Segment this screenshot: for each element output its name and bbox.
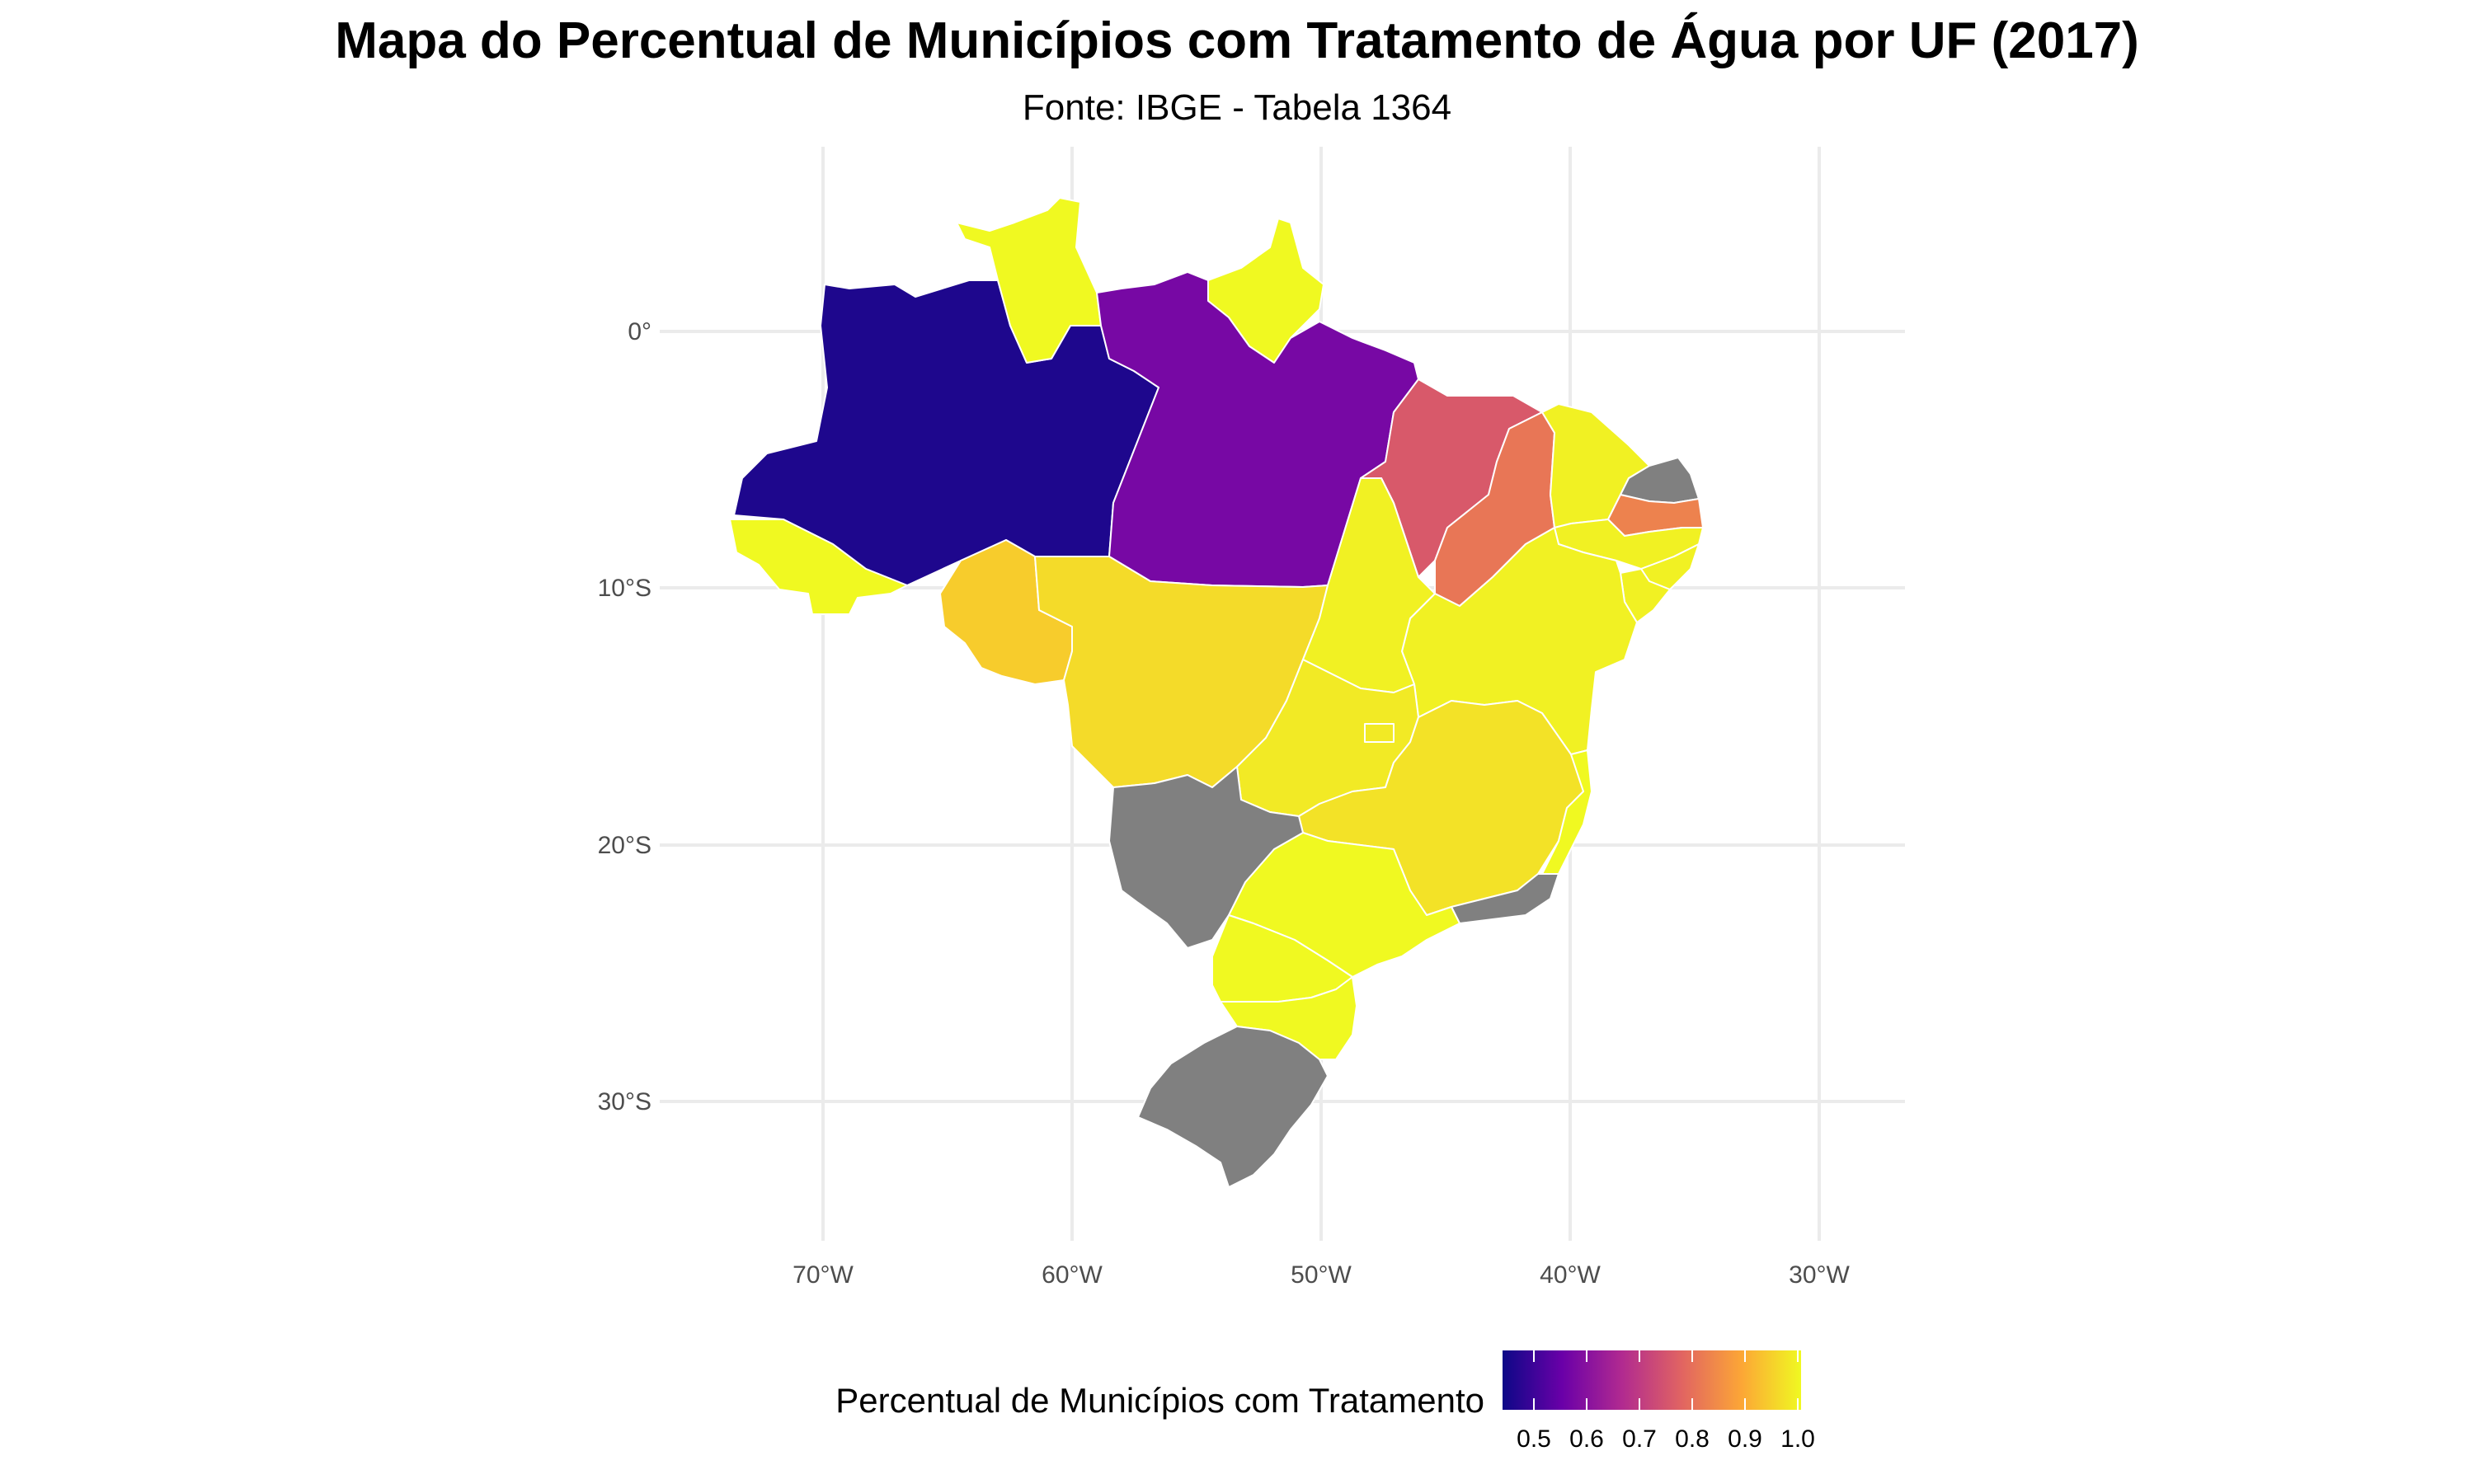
legend-tick-label: 0.8 [1675, 1425, 1710, 1453]
legend-title: Percentual de Municípios com Tratamento [835, 1381, 1484, 1420]
state-pa [1096, 271, 1419, 588]
states-layer [729, 197, 1704, 1188]
legend-tick-label: 0.9 [1728, 1425, 1762, 1453]
legend-ticks [1533, 1350, 1799, 1410]
lon-tick-label: 50°W [1291, 1261, 1352, 1289]
lon-tick-label: 30°W [1789, 1261, 1850, 1289]
state-to [1302, 477, 1436, 693]
legend-colorbar [1503, 1350, 1801, 1410]
state-ac [729, 519, 908, 615]
state-ms [1108, 766, 1304, 949]
legend: Percentual de Municípios com Tratamento … [835, 1350, 1815, 1453]
lat-tick-label: 20°S [598, 832, 651, 859]
legend-tick-label: 0.6 [1569, 1425, 1604, 1453]
state-rj [1451, 873, 1559, 924]
state-df [1364, 723, 1395, 743]
map-subtitle: Fonte: IBGE - Tabela 1364 [1023, 87, 1451, 128]
map-title: Mapa do Percentual de Municípios com Tra… [335, 12, 2139, 69]
lat-tick-label: 0° [628, 318, 651, 345]
legend-tick-label: 0.5 [1517, 1425, 1551, 1453]
legend-tick-label: 0.7 [1622, 1425, 1657, 1453]
lat-axis: 0° 10°S 20°S 30°S [598, 318, 651, 1115]
lon-axis: 70°W 60°W 50°W 40°W 30°W [793, 1261, 1850, 1289]
state-rs [1137, 1026, 1329, 1188]
lon-tick-label: 60°W [1042, 1261, 1103, 1289]
lat-tick-label: 10°S [598, 575, 651, 602]
lat-tick-label: 30°S [598, 1088, 651, 1115]
lon-tick-label: 70°W [793, 1261, 854, 1289]
lon-tick-label: 40°W [1540, 1261, 1601, 1289]
legend-tick-label: 1.0 [1780, 1425, 1815, 1453]
